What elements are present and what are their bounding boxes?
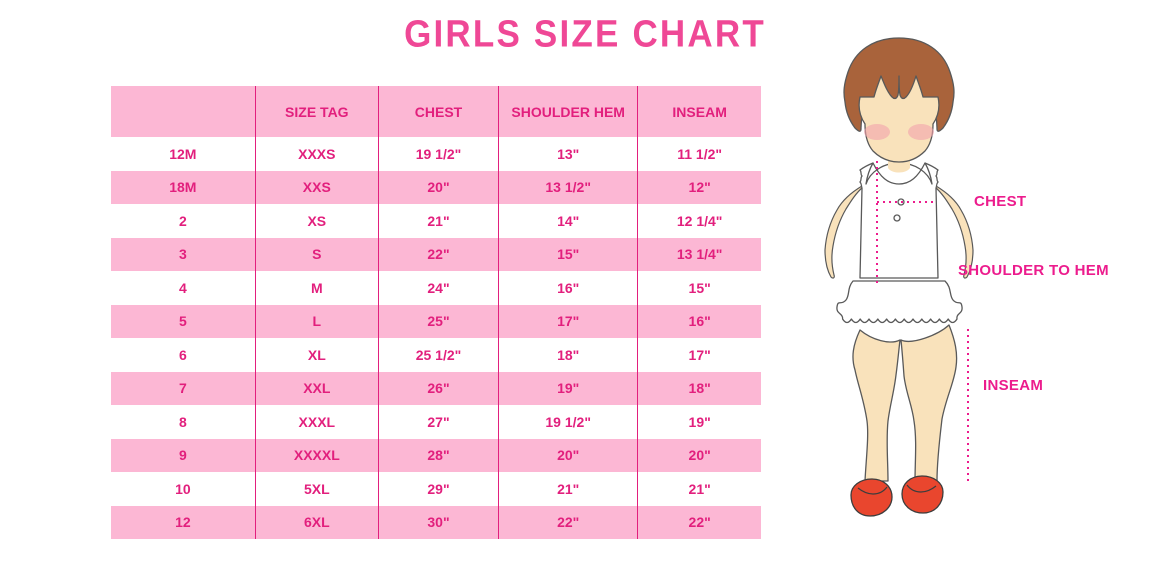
svg-text:SHOULDER TO HEM: SHOULDER TO HEM bbox=[958, 262, 1109, 279]
svg-text:INSEAM: INSEAM bbox=[983, 377, 1043, 394]
svg-text:CHEST: CHEST bbox=[974, 193, 1026, 210]
